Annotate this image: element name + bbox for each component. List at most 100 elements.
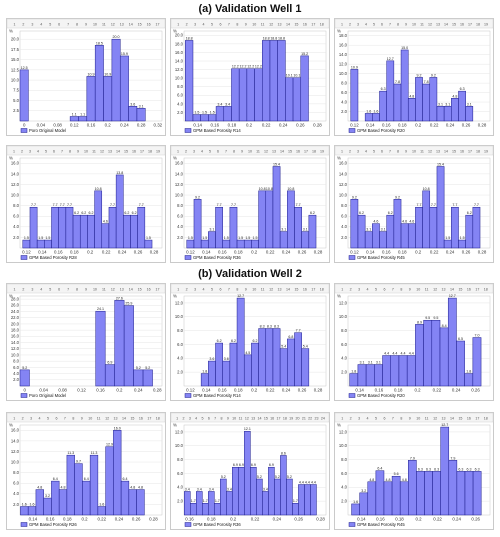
category-strip xyxy=(334,145,494,156)
bar-value-label: 6.2 xyxy=(467,211,472,215)
histogram-bar xyxy=(243,354,252,387)
bar-value-label: 6.2 xyxy=(253,339,258,343)
category-number: 6 xyxy=(58,23,60,27)
category-number: 18 xyxy=(283,417,287,421)
bar-value-label: 3.6 xyxy=(224,357,229,361)
bar-value-label: 8.9 xyxy=(417,320,422,324)
histogram-bar xyxy=(20,506,29,516)
x-tick-label: 0.04 xyxy=(37,123,46,128)
y-tick-label: 16.0 xyxy=(175,161,184,166)
bar-value-label: 1.6 xyxy=(99,503,104,507)
legend-label: GPM Based Porosity R14 xyxy=(193,128,241,133)
bar-value-label: 6.4 xyxy=(53,477,58,481)
category-number: 4 xyxy=(367,288,369,292)
x-tick-label: 0.16 xyxy=(96,388,105,393)
category-number: 8 xyxy=(69,150,71,154)
category-strip xyxy=(170,18,330,29)
category-number: 23 xyxy=(315,417,319,421)
histogram-bar xyxy=(416,471,425,516)
category-number: 15 xyxy=(264,417,268,421)
bar-value-label: 6.2 xyxy=(217,339,222,343)
bar-value-label: 7.7 xyxy=(60,203,65,207)
histogram-bar xyxy=(74,463,83,516)
category-number: 6 xyxy=(53,150,55,154)
category-number: 15 xyxy=(288,150,292,154)
category-number: 15 xyxy=(294,23,298,27)
histogram-well2-r45: %1 2 3 4 5 6 7 8 9 10 11 12 13 14 15 16 17 182.04.06.08.0… xyxy=(334,412,494,530)
histogram-bar xyxy=(123,305,134,387)
bar-value-label: 10.8 xyxy=(259,187,266,191)
bar-value-label: 7.8 xyxy=(395,80,400,84)
x-tick-label: 0 xyxy=(24,388,27,393)
y-tick-label: 4.0 xyxy=(341,356,347,361)
category-number: 9 xyxy=(245,23,247,27)
histogram-bar xyxy=(379,90,387,122)
category-strip xyxy=(334,18,494,29)
bar-value-label: 18.8 xyxy=(278,36,285,40)
category-number: 13 xyxy=(120,23,124,27)
category-number: 3 xyxy=(358,417,360,421)
histogram-bar xyxy=(119,55,129,122)
x-tick-label: 0.18 xyxy=(398,123,407,128)
legend-swatch xyxy=(184,393,192,398)
category-number: 16 xyxy=(147,288,151,292)
x-tick-label: 0.14 xyxy=(357,517,366,522)
category-number: 1 xyxy=(13,288,15,292)
category-strip xyxy=(6,283,166,294)
bar-value-label: 20.0 xyxy=(113,35,120,39)
category-number: 1 xyxy=(13,150,15,154)
legend-label: GPM Based Porosity R28 xyxy=(29,255,77,260)
histogram-bar xyxy=(130,214,138,249)
histogram-bar xyxy=(236,239,245,249)
histogram-bar xyxy=(451,98,459,122)
y-tick-label: 14.0 xyxy=(11,340,20,345)
y-tick-label: 4.0 xyxy=(13,224,19,229)
category-number: 15 xyxy=(294,288,298,292)
percent-symbol: % xyxy=(9,29,13,34)
bar-value-label: 4.8 xyxy=(138,486,143,490)
percent-symbol: % xyxy=(9,423,13,428)
category-number: 2 xyxy=(186,288,188,292)
histogram-bar xyxy=(294,332,302,387)
histogram-bar xyxy=(103,76,113,122)
category-number: 9 xyxy=(81,417,83,421)
bar-value-label: 7.7 xyxy=(67,203,72,207)
y-tick-label: 5.0 xyxy=(13,98,19,103)
histogram-bar xyxy=(243,239,252,249)
x-tick-label: 0.24 xyxy=(282,388,291,393)
bar-value-label: 1.6 xyxy=(366,109,371,113)
x-tick-label: 0.16 xyxy=(382,123,391,128)
histogram-bar xyxy=(208,114,217,122)
x-tick-label: 0.22 xyxy=(266,388,275,393)
histogram-bar xyxy=(58,206,67,249)
histogram-bar xyxy=(432,471,441,516)
legend-swatch xyxy=(184,255,192,260)
bar-value-label: 12.7 xyxy=(237,294,244,298)
bar-value-label: 4.8 xyxy=(369,478,374,482)
category-number: 12 xyxy=(264,150,268,154)
histogram-bar xyxy=(142,369,153,387)
category-number: 12 xyxy=(100,150,104,154)
bar-value-label: 1.8 xyxy=(351,370,356,374)
histogram-bar xyxy=(246,68,255,122)
x-tick-label: 0.16 xyxy=(87,123,96,128)
histogram-bar xyxy=(393,83,402,122)
x-tick-label: 0.24 xyxy=(452,388,461,393)
bar-value-label: 1.5 xyxy=(445,236,450,240)
histogram-well2-poro-original: %1 2 3 4 5 6 7 8 9 10 11 12 13 14 15 16 172.04.06.08.010… xyxy=(6,283,166,401)
bar-value-label: 12.5 xyxy=(21,66,28,70)
category-number: 8 xyxy=(76,23,78,27)
category-number: 13 xyxy=(114,417,118,421)
bar-value-label: 4.6 xyxy=(373,220,378,224)
category-number: 11 xyxy=(261,23,265,27)
histogram-bar xyxy=(431,319,441,387)
x-tick-label: 0.18 xyxy=(207,517,216,522)
histogram-bar xyxy=(391,475,401,516)
y-tick-label: 8.0 xyxy=(177,84,183,89)
y-tick-label: 16.0 xyxy=(175,50,184,55)
bar-value-label: 8.3 xyxy=(274,325,279,329)
category-number: 3 xyxy=(194,288,196,292)
y-tick-label: 18.0 xyxy=(11,328,20,333)
category-number: 2 xyxy=(350,288,352,292)
category-number: 9 xyxy=(409,417,411,421)
